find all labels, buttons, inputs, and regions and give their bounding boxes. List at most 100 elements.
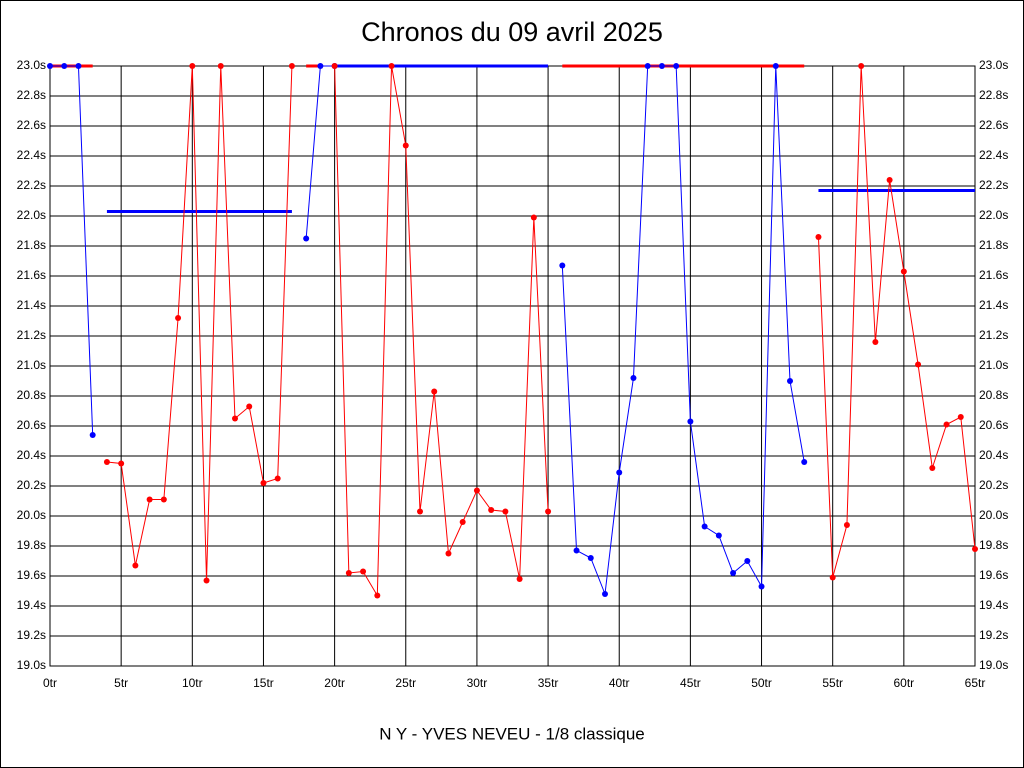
y-tick-label: 22.4s — [17, 148, 46, 162]
y-tick-label: 19.4s — [17, 598, 46, 612]
data-point — [203, 577, 210, 584]
data-point — [103, 459, 110, 465]
y-tick-label: 21.6s — [17, 268, 46, 282]
y-tick-label: 20.8s — [17, 388, 46, 402]
data-point — [388, 63, 395, 69]
y2-tick-label: 22.2s — [979, 178, 1008, 192]
data-point — [530, 214, 537, 221]
y-tick-label: 22.2s — [17, 178, 46, 192]
data-point — [644, 63, 651, 69]
data-point — [801, 459, 808, 465]
x-tick-label: 30tr — [467, 676, 488, 690]
data-point — [288, 63, 295, 69]
y2-tick-label: 23.0s — [979, 58, 1008, 72]
y2-tick-label: 20.8s — [979, 388, 1008, 402]
y2-tick-label: 21.2s — [979, 328, 1008, 342]
y2-tick-label: 21.8s — [979, 238, 1008, 252]
y2-tick-label: 20.4s — [979, 448, 1008, 462]
data-point — [872, 339, 879, 345]
data-point — [787, 378, 793, 384]
y-tick-label: 20.0s — [17, 508, 46, 522]
data-point — [630, 375, 637, 381]
data-point — [217, 63, 224, 69]
x-tick-label: 55tr — [822, 676, 843, 690]
data-point — [274, 475, 281, 482]
y2-tick-label: 20.0s — [979, 508, 1008, 522]
data-point — [616, 469, 623, 476]
x-tick-label: 5tr — [114, 676, 128, 690]
x-tick-label: 15tr — [253, 676, 274, 690]
x-tick-label: 65tr — [965, 676, 986, 690]
y-tick-label: 21.8s — [17, 238, 46, 252]
data-point — [573, 547, 580, 554]
data-point — [915, 361, 922, 368]
data-point — [417, 508, 423, 515]
y-tick-label: 23.0s — [17, 58, 46, 72]
data-point — [89, 432, 96, 438]
data-point — [47, 63, 53, 69]
x-tick-label: 10tr — [182, 676, 203, 690]
data-point — [673, 63, 680, 69]
data-point — [459, 519, 466, 525]
data-point — [701, 523, 708, 530]
data-point — [957, 414, 964, 420]
y2-tick-label: 19.8s — [979, 538, 1008, 552]
data-point — [61, 63, 68, 69]
data-point — [402, 142, 409, 149]
y2-tick-label: 22.6s — [979, 118, 1008, 132]
y2-tick-label: 20.2s — [979, 478, 1008, 492]
data-point — [345, 570, 352, 576]
y2-tick-label: 22.0s — [979, 208, 1008, 222]
data-point — [331, 63, 338, 69]
data-point — [545, 508, 552, 515]
y2-tick-label: 22.8s — [979, 88, 1008, 102]
data-point — [730, 570, 737, 576]
x-tick-label: 40tr — [609, 676, 630, 690]
y2-tick-label: 20.6s — [979, 418, 1008, 432]
y-tick-label: 21.4s — [17, 298, 46, 312]
data-point — [260, 480, 267, 486]
data-point — [972, 546, 978, 552]
chart-title: Chronos du 09 avril 2025 — [361, 17, 663, 47]
y2-tick-label: 19.6s — [979, 568, 1008, 582]
x-tick-label: 50tr — [751, 676, 772, 690]
data-point — [488, 507, 495, 513]
y2-tick-label: 19.4s — [979, 598, 1008, 612]
y2-tick-label: 21.6s — [979, 268, 1008, 282]
y-tick-label: 22.8s — [17, 88, 46, 102]
data-point — [815, 234, 822, 240]
y2-tick-label: 21.4s — [979, 298, 1008, 312]
y-tick-label: 19.2s — [17, 628, 46, 642]
data-point — [829, 574, 836, 581]
x-tick-label: 45tr — [680, 676, 701, 690]
y-tick-label: 20.6s — [17, 418, 46, 432]
data-point — [189, 63, 196, 69]
data-point — [587, 555, 594, 561]
data-point — [602, 591, 608, 597]
data-point — [658, 63, 665, 69]
data-point — [431, 388, 438, 395]
x-tick-label: 35tr — [538, 676, 559, 690]
data-point — [900, 268, 907, 275]
data-point — [886, 177, 893, 183]
data-point — [843, 522, 850, 528]
data-point — [146, 496, 153, 503]
x-tick-label: 0tr — [43, 676, 57, 690]
data-point — [687, 418, 694, 425]
data-point — [715, 532, 722, 539]
data-point — [232, 415, 238, 422]
data-point — [744, 558, 751, 564]
x-tick-label: 60tr — [894, 676, 915, 690]
data-point — [502, 508, 509, 515]
data-point — [160, 496, 167, 503]
data-point — [75, 63, 82, 69]
data-point — [758, 583, 765, 590]
y-tick-label: 22.6s — [17, 118, 46, 132]
y-tick-label: 21.2s — [17, 328, 46, 342]
data-point — [445, 550, 452, 557]
y-tick-label: 20.2s — [17, 478, 46, 492]
y-tick-label: 19.8s — [17, 538, 46, 552]
